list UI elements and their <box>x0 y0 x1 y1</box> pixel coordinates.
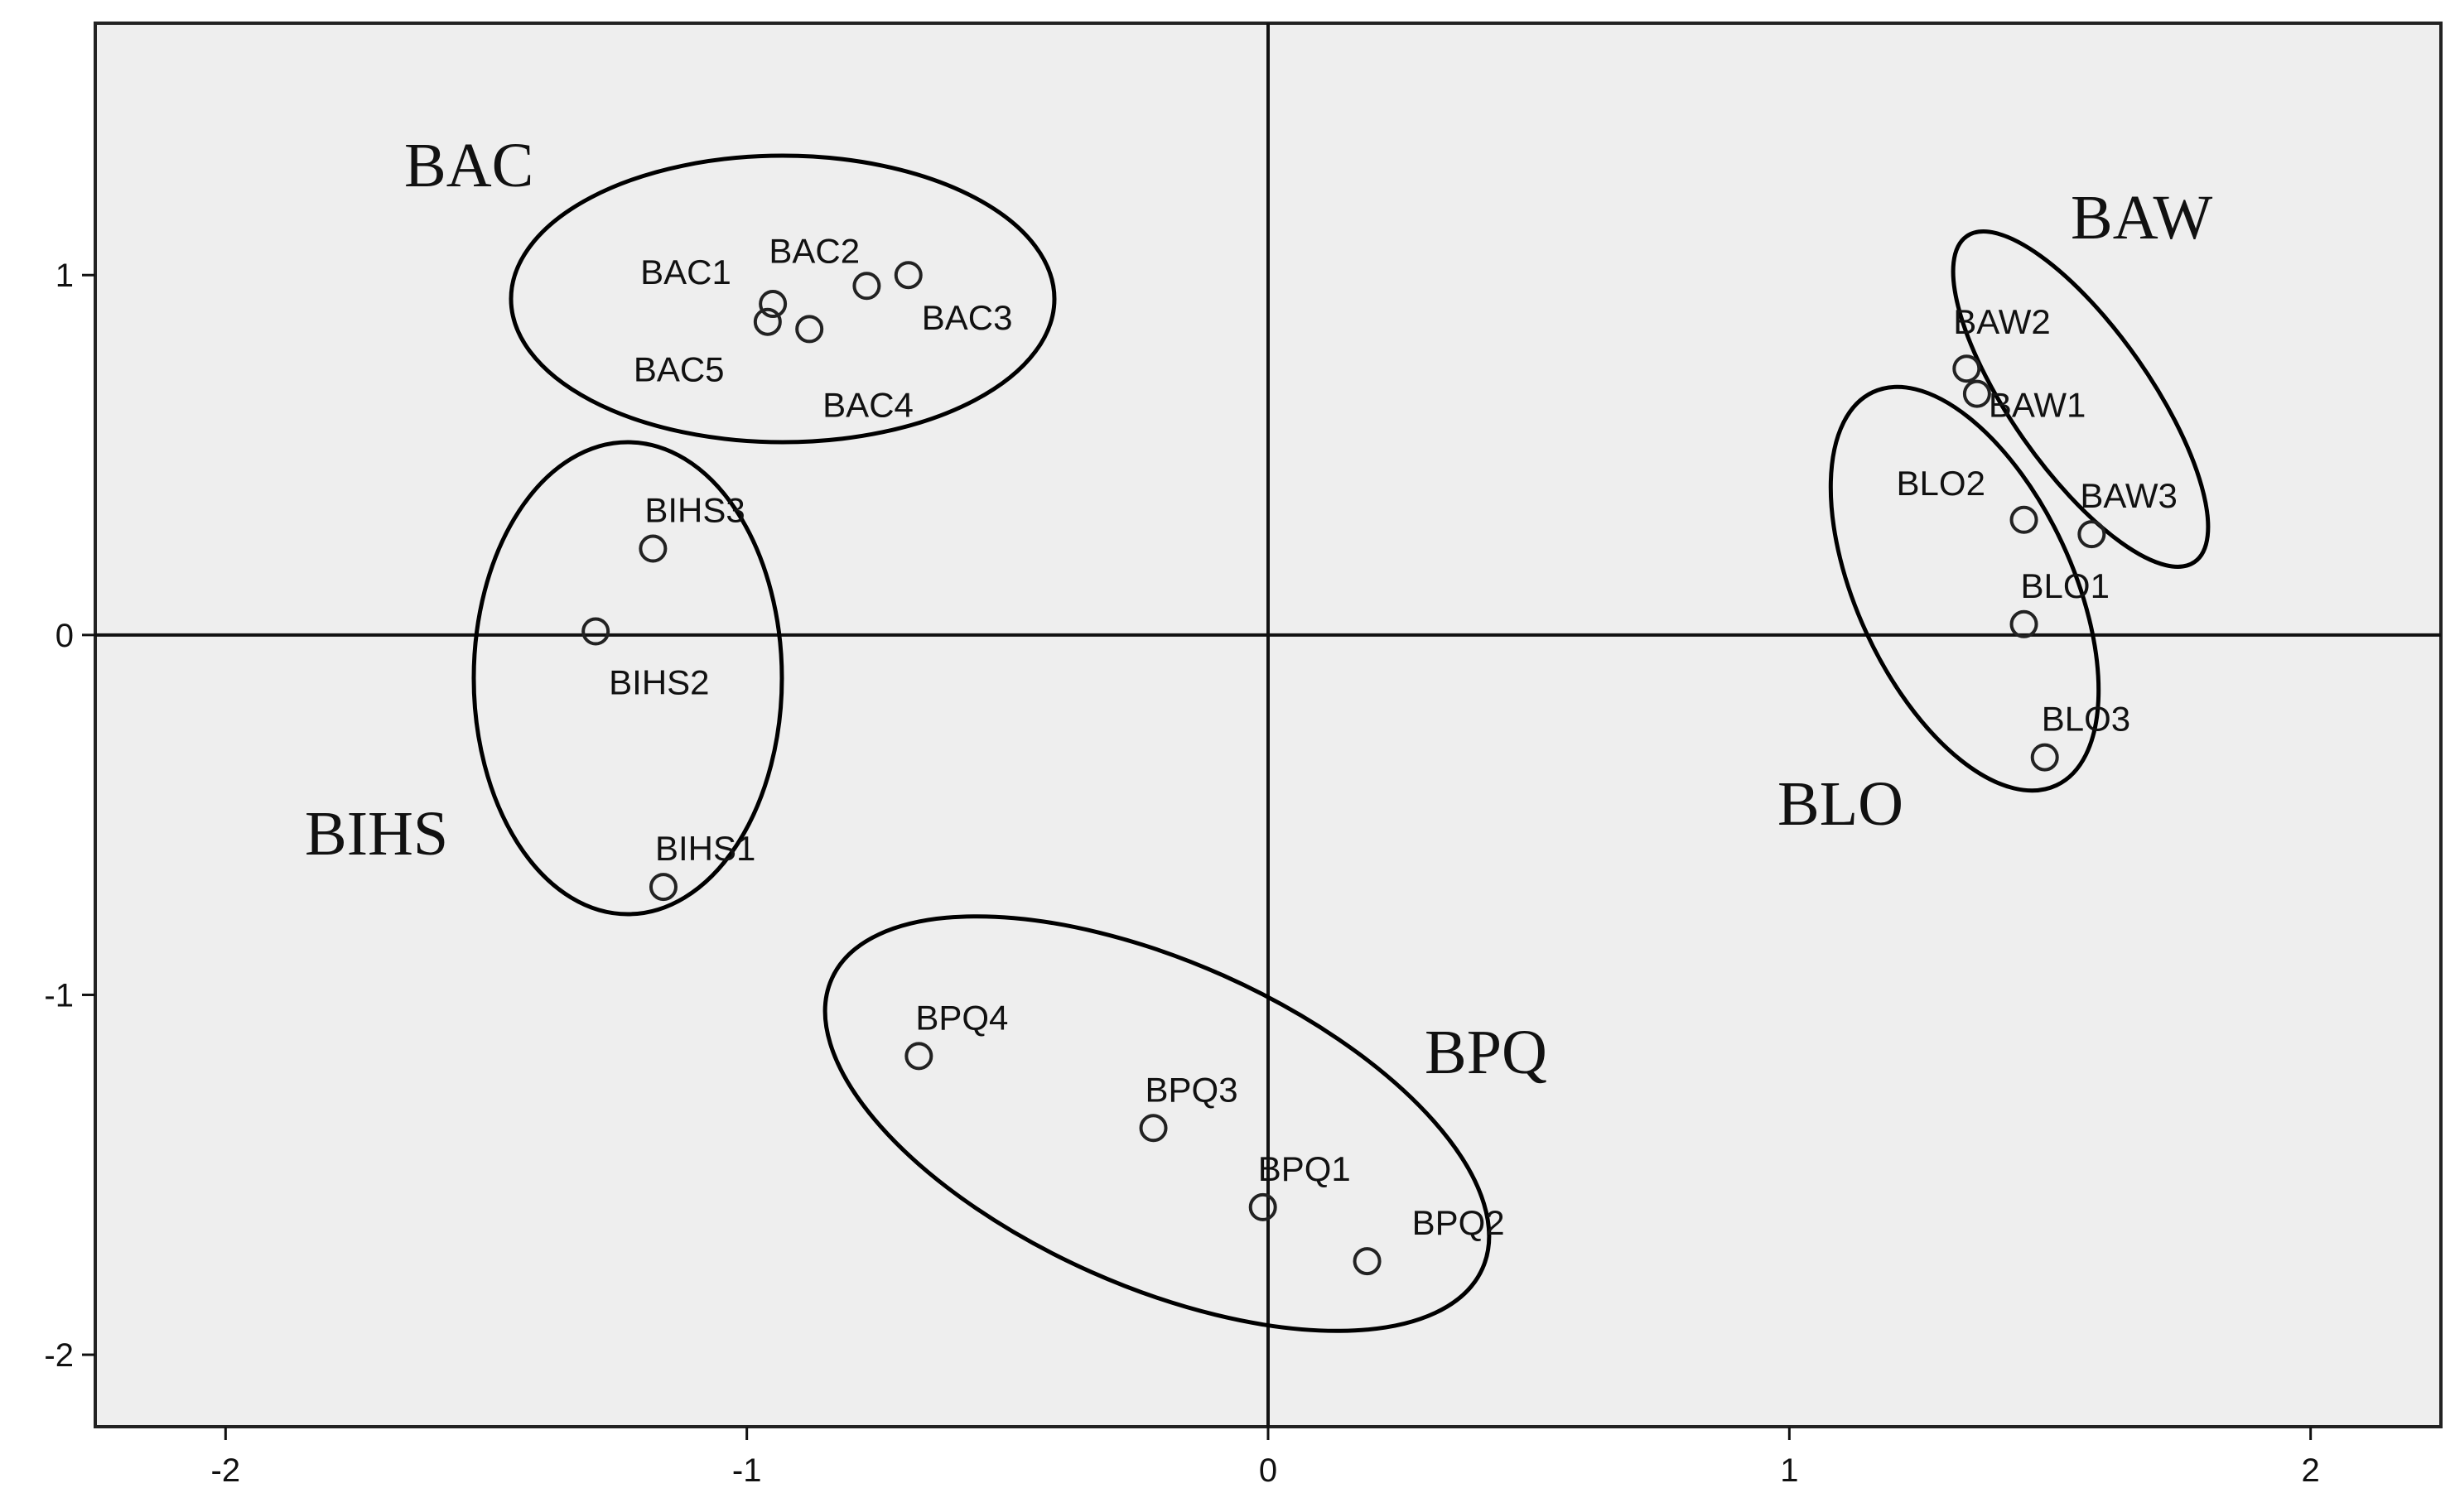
cluster-ellipse-blo <box>1828 384 2101 793</box>
point-label-baw1: BAW1 <box>1989 386 2086 425</box>
point-label-bac5: BAC5 <box>634 350 725 389</box>
point-label-baw2: BAW2 <box>1953 302 2050 341</box>
data-points: BAC1BAC2BAC3BAC4BAC5BIHS1BIHS2BIHS3BAW1B… <box>581 231 2178 1276</box>
y-tick-label: 0 <box>55 618 74 654</box>
cluster-ellipse-baw <box>1951 229 2211 569</box>
point-marker-bpq2 <box>1353 1247 1382 1276</box>
point-label-bac1: BAC1 <box>640 253 731 291</box>
point-label-bpq1: BPQ1 <box>1258 1149 1351 1188</box>
point-label-bac2: BAC2 <box>769 231 860 270</box>
point-marker-bpq3 <box>1139 1114 1168 1143</box>
cluster-label-bac: BAC <box>404 131 533 200</box>
point-label-bac4: BAC4 <box>822 385 914 424</box>
point-label-baw3: BAW3 <box>2080 476 2177 515</box>
point-label-blo1: BLO1 <box>2021 566 2110 605</box>
point-label-bihs3: BIHS3 <box>644 491 745 530</box>
cluster-ellipses <box>471 153 2211 1333</box>
point-marker-bihs1 <box>649 873 678 902</box>
point-label-bihs1: BIHS1 <box>655 829 755 868</box>
cluster-labels: BAC BIHS BAW BLO BPQ <box>305 131 2212 1087</box>
point-marker-blo2 <box>2009 505 2038 534</box>
x-tick-label: 0 <box>1259 1452 1277 1489</box>
cluster-ellipse-bihs <box>471 440 784 917</box>
point-label-blo3: BLO3 <box>2042 700 2130 739</box>
cluster-ellipse-bpq <box>822 914 1492 1333</box>
x-tick-label: -1 <box>732 1452 762 1489</box>
point-marker-baw2 <box>1952 354 1981 383</box>
point-label-bihs2: BIHS2 <box>609 663 709 702</box>
point-marker-blo3 <box>2030 743 2059 772</box>
point-label-bpq3: BPQ3 <box>1146 1070 1238 1109</box>
y-tick-label: -1 <box>44 977 74 1014</box>
point-marker-baw1 <box>1962 379 1991 408</box>
point-marker-bpq4 <box>904 1042 933 1071</box>
point-label-blo2: BLO2 <box>1897 464 1985 503</box>
point-label-bpq4: BPQ4 <box>915 998 1008 1037</box>
point-marker-bac5 <box>753 307 782 336</box>
point-marker-bihs3 <box>639 534 668 563</box>
cluster-label-bpq: BPQ <box>1425 1018 1547 1087</box>
x-tick-label: 1 <box>1780 1452 1798 1489</box>
point-marker-bac2 <box>852 272 881 301</box>
point-marker-blo1 <box>2009 609 2038 638</box>
point-label-bac3: BAC3 <box>922 298 1013 337</box>
point-marker-bihs2 <box>581 617 610 646</box>
cluster-ellipse-bac <box>509 153 1057 445</box>
axes: -2 -1 0 1 2 1 0 -1 -2 <box>44 23 2441 1489</box>
cluster-label-baw: BAW <box>2071 183 2212 253</box>
point-marker-bac1 <box>759 290 788 318</box>
point-marker-bac4 <box>795 315 824 344</box>
cluster-label-blo: BLO <box>1777 769 1903 839</box>
point-marker-baw3 <box>2077 520 2106 549</box>
cluster-label-bihs: BIHS <box>305 799 448 869</box>
x-tick-label: -2 <box>211 1452 241 1489</box>
y-tick-label: 1 <box>55 258 74 294</box>
point-marker-bac3 <box>894 261 923 290</box>
point-label-bpq2: BPQ2 <box>1412 1203 1505 1242</box>
x-tick-label: 2 <box>2302 1452 2320 1489</box>
y-tick-label: -2 <box>44 1337 74 1374</box>
point-marker-bpq1 <box>1248 1192 1277 1221</box>
